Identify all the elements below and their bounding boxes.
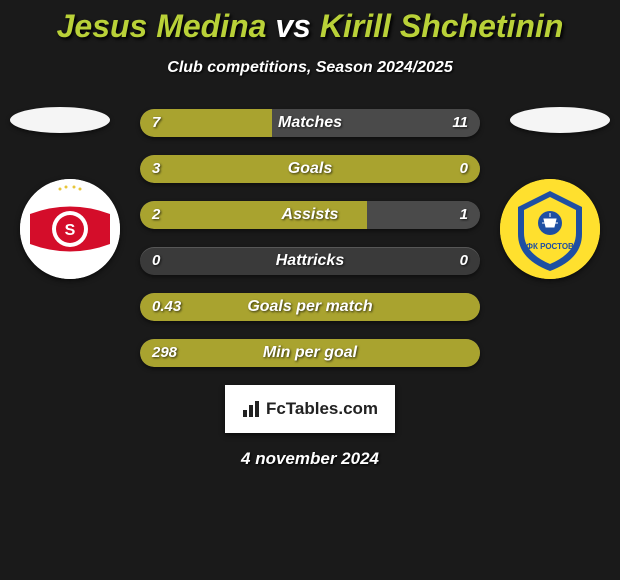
stat-row: Assists2 1 [140,201,480,229]
branding-box: FcTables.com [225,385,395,433]
date-text: 4 november 2024 [0,449,620,469]
stat-row: Hattricks0 0 [140,247,480,275]
svg-text:S: S [65,222,76,239]
player2-club-badge: ФК РОСТОВ [500,179,600,279]
stat-value-player1: 0.43 [152,293,181,321]
player1-club-badge: S [20,179,120,279]
stat-row: Goals per match0.43 [140,293,480,321]
player1-country-flag [10,107,110,133]
stat-label: Hattricks [140,247,480,275]
stat-row: Matches7 11 [140,109,480,137]
stat-value-player2: 11 [452,109,468,137]
svg-text:ФК РОСТОВ: ФК РОСТОВ [526,242,574,251]
stat-label: Min per goal [140,339,480,367]
branding-logo: FcTables.com [242,399,378,419]
branding-text: FcTables.com [266,399,378,419]
subtitle: Club competitions, Season 2024/2025 [0,59,620,77]
stat-value-player2: 0 [460,155,468,183]
bars-icon [242,400,262,418]
player1-name: Jesus Medina [57,8,267,44]
stat-value-player1: 3 [152,155,160,183]
stat-row: Min per goal298 [140,339,480,367]
stat-label: Goals [140,155,480,183]
player2-name: Kirill Shchetinin [320,8,564,44]
stat-value-player1: 2 [152,201,160,229]
stat-label: Goals per match [140,293,480,321]
stat-value-player1: 7 [152,109,160,137]
comparison-panel: S ФК РОСТОВ Matches7 11 Goals3 0 Assists2 1 Ha… [0,107,620,469]
stats-bars: Matches711Goals30Assists21Hattricks00Goa… [140,107,480,367]
stat-value-player1: 0 [152,247,160,275]
stat-value-player2: 1 [460,201,468,229]
stat-row: Goals3 0 [140,155,480,183]
player2-country-flag [510,107,610,133]
stat-label: Matches [140,109,480,137]
vs-text: vs [275,8,311,44]
stat-value-player2: 0 [460,247,468,275]
page-title: Jesus Medina vs Kirill Shchetinin [0,0,620,45]
stat-label: Assists [140,201,480,229]
stat-value-player1: 298 [152,339,177,367]
